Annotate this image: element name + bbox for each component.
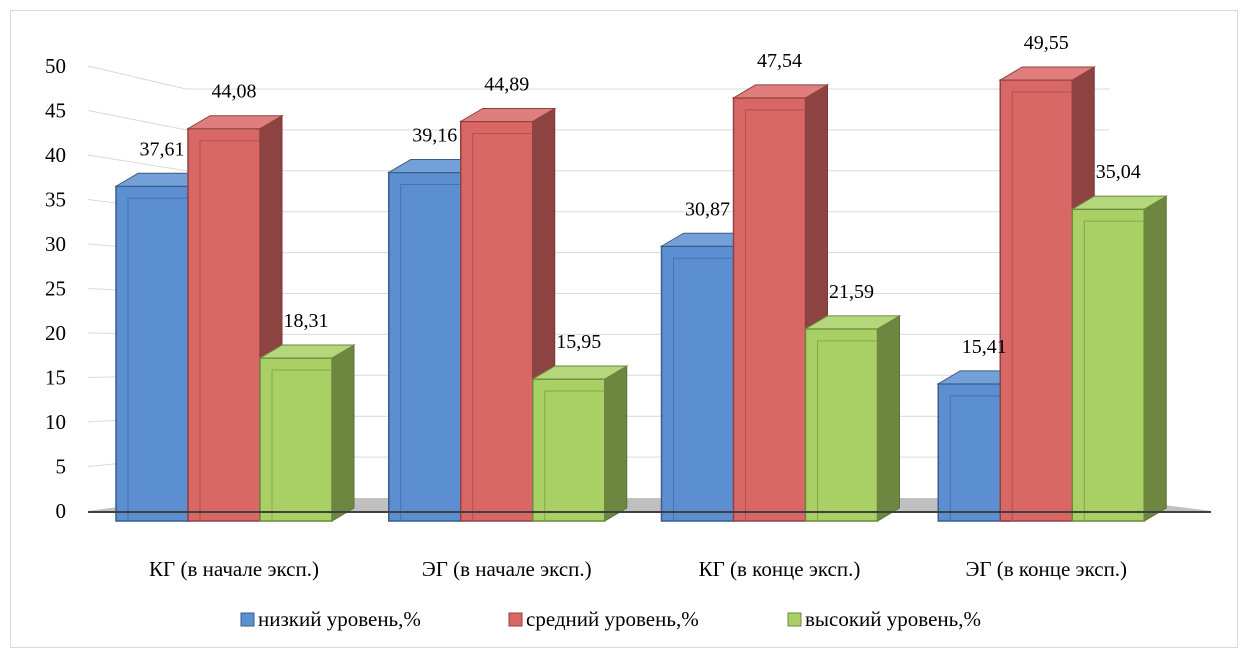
- bar-edge: [817, 340, 878, 521]
- bar-side: [1143, 195, 1167, 522]
- data-label: 37,61: [140, 138, 185, 160]
- bar-edge: [472, 132, 533, 521]
- data-label: 30,87: [685, 198, 730, 220]
- bar-edge: [673, 257, 734, 521]
- data-label: 44,08: [212, 81, 257, 103]
- bar-edge: [1083, 220, 1145, 521]
- bar: [1070, 195, 1169, 522]
- y-tick-label: 40: [45, 143, 66, 167]
- bar-top: [803, 315, 902, 330]
- bar-top: [530, 365, 629, 380]
- legend-label: средний уровень,%: [526, 607, 699, 631]
- bar: [530, 365, 629, 522]
- gridline-side: [87, 65, 187, 90]
- y-tick-label: 0: [56, 499, 67, 523]
- bar: [258, 344, 356, 522]
- y-tick-label: 25: [45, 277, 66, 301]
- y-tick-label: 45: [45, 99, 66, 123]
- bar-front: [259, 357, 333, 522]
- x-tick-label: ЭГ (в конце эксп.): [965, 557, 1127, 581]
- bar-edge: [127, 197, 188, 521]
- chart-container: 37,61 44,08 18,31 39,16 44,89 15,95 30,87 47,54…: [10, 10, 1238, 648]
- data-label: 44,89: [484, 73, 529, 95]
- bar-front: [388, 171, 462, 522]
- y-tick-label: 35: [45, 188, 66, 212]
- bar-side: [604, 365, 628, 522]
- bar-chart: 37,61 44,08 18,31 39,16 44,89 15,95 30,87 47,54…: [45, 32, 1211, 631]
- legend-swatch: [240, 612, 255, 627]
- data-label: 47,54: [757, 50, 802, 72]
- gridline-side: [87, 110, 187, 131]
- bar-front: [732, 97, 807, 522]
- x-tick-label: КГ (в начале эксп.): [149, 557, 319, 581]
- data-label: 35,04: [1096, 161, 1141, 183]
- legend-item: высокий уровень,%: [787, 607, 981, 631]
- bar-top: [458, 107, 557, 122]
- bar-top: [731, 84, 830, 99]
- bar-edge: [745, 109, 806, 521]
- bar-front: [532, 378, 606, 522]
- y-tick-label: 10: [45, 410, 66, 434]
- data-label: 21,59: [829, 281, 874, 303]
- bar-front: [999, 79, 1073, 522]
- bar-side: [331, 344, 355, 522]
- data-label: 49,55: [1024, 32, 1069, 54]
- chart-floor: [88, 498, 1211, 511]
- legend-item: низкий уровень,%: [240, 607, 421, 631]
- bar-edge: [1011, 91, 1073, 521]
- bar-front: [115, 185, 189, 522]
- data-label: 39,16: [412, 124, 457, 146]
- bar-top: [186, 115, 284, 130]
- bar-front: [187, 127, 261, 522]
- y-tick-label: 50: [45, 54, 66, 78]
- legend-label: низкий уровень,%: [258, 607, 421, 631]
- y-tick-label: 5: [56, 455, 67, 479]
- x-tick-label: КГ (в конце эксп.): [699, 557, 861, 581]
- legend-swatch: [508, 612, 523, 627]
- bar-front: [1071, 208, 1145, 522]
- bar-front: [460, 120, 534, 522]
- legend-item: средний уровень,%: [508, 607, 699, 631]
- bar-edge: [400, 183, 461, 521]
- bar-front: [660, 245, 735, 522]
- y-tick-label: 20: [45, 321, 66, 345]
- bar-edge: [271, 369, 332, 521]
- y-tick-label: 15: [45, 366, 66, 390]
- bar: [803, 314, 902, 522]
- bar-edge: [199, 140, 260, 521]
- bar-top: [998, 66, 1097, 81]
- data-label: 18,31: [284, 310, 329, 332]
- bar-front: [804, 328, 879, 522]
- bar-top: [1070, 195, 1169, 210]
- bar-top: [258, 344, 356, 359]
- gridline-side: [87, 154, 187, 172]
- x-tick-label: ЭГ (в начале эксп.): [422, 557, 592, 581]
- bar-side: [877, 314, 900, 522]
- bar: [186, 114, 284, 522]
- legend-swatch: [787, 612, 802, 627]
- data-label: 15,41: [962, 336, 1007, 358]
- data-label: 15,95: [556, 331, 601, 353]
- y-tick-label: 30: [45, 232, 66, 256]
- bar-edge: [544, 390, 605, 521]
- bar-edge: [949, 395, 1011, 521]
- bar-front: [937, 383, 1011, 522]
- legend-label: высокий уровень,%: [805, 607, 981, 631]
